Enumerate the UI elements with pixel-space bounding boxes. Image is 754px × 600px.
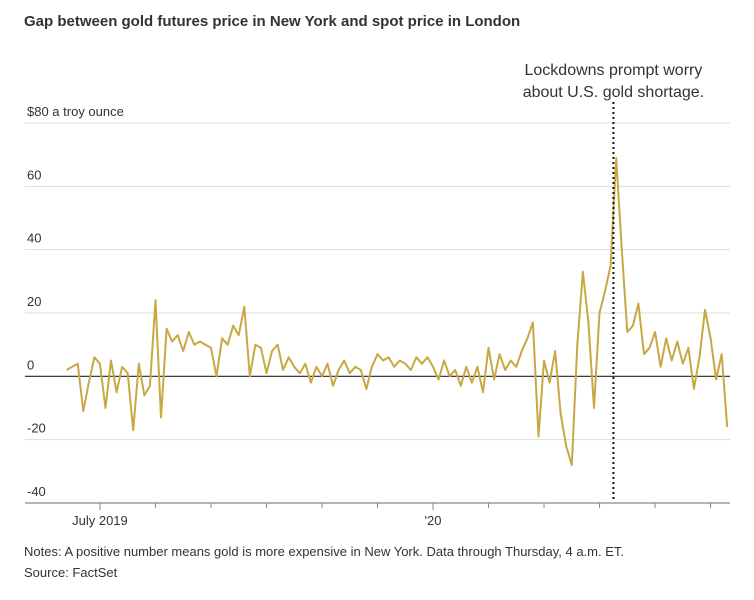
x-tick-label: '20 (425, 513, 442, 528)
data-line (66, 156, 729, 466)
y-tick-label: 40 (27, 231, 41, 246)
y-tick-label: 0 (27, 357, 34, 372)
annotation-text: about U.S. gold shortage. (523, 84, 704, 101)
y-tick-label: 20 (27, 294, 41, 309)
y-tick-label: -40 (27, 484, 46, 499)
annotation-text: Lockdowns prompt worry (525, 62, 703, 79)
y-tick-label: -20 (27, 421, 46, 436)
chart-title: Gap between gold futures price in New Yo… (24, 13, 520, 30)
y-tick-label: 60 (27, 167, 41, 182)
y-tick-label: $80 a troy ounce (27, 104, 124, 119)
notes: Notes: A positive number means gold is m… (24, 544, 624, 559)
source: Source: FactSet (24, 565, 118, 580)
x-tick-label: July 2019 (72, 513, 128, 528)
